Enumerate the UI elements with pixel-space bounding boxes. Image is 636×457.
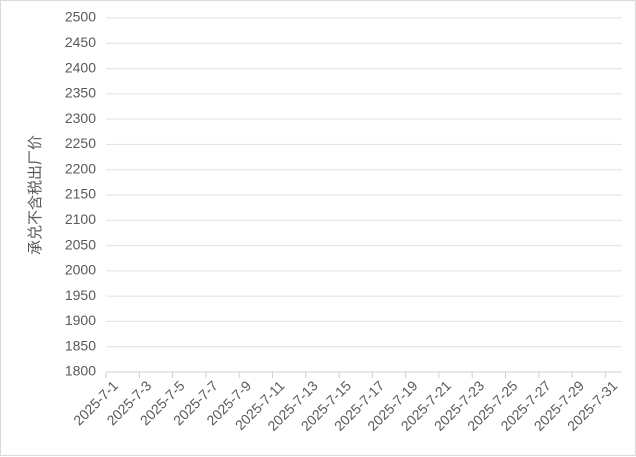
y-tick-label: 2500 <box>65 9 96 25</box>
y-tick-label: 2050 <box>65 236 96 252</box>
y-axis-label: 承兑不含税出厂价 <box>27 135 44 255</box>
y-tick-label: 2100 <box>65 211 96 227</box>
y-tick-label: 2350 <box>65 85 96 101</box>
y-tick-label: 2000 <box>65 262 96 278</box>
y-tick-label: 1900 <box>65 312 96 328</box>
y-tick-label: 1850 <box>65 337 96 353</box>
y-tick-label: 1950 <box>65 287 96 303</box>
y-tick-label: 1800 <box>65 363 96 379</box>
y-tick-label: 2450 <box>65 34 96 50</box>
y-tick-label: 2300 <box>65 110 96 126</box>
y-tick-label: 2150 <box>65 186 96 202</box>
y-tick-label: 2200 <box>65 160 96 176</box>
y-tick-label: 2250 <box>65 135 96 151</box>
y-tick-label: 2400 <box>65 59 96 75</box>
